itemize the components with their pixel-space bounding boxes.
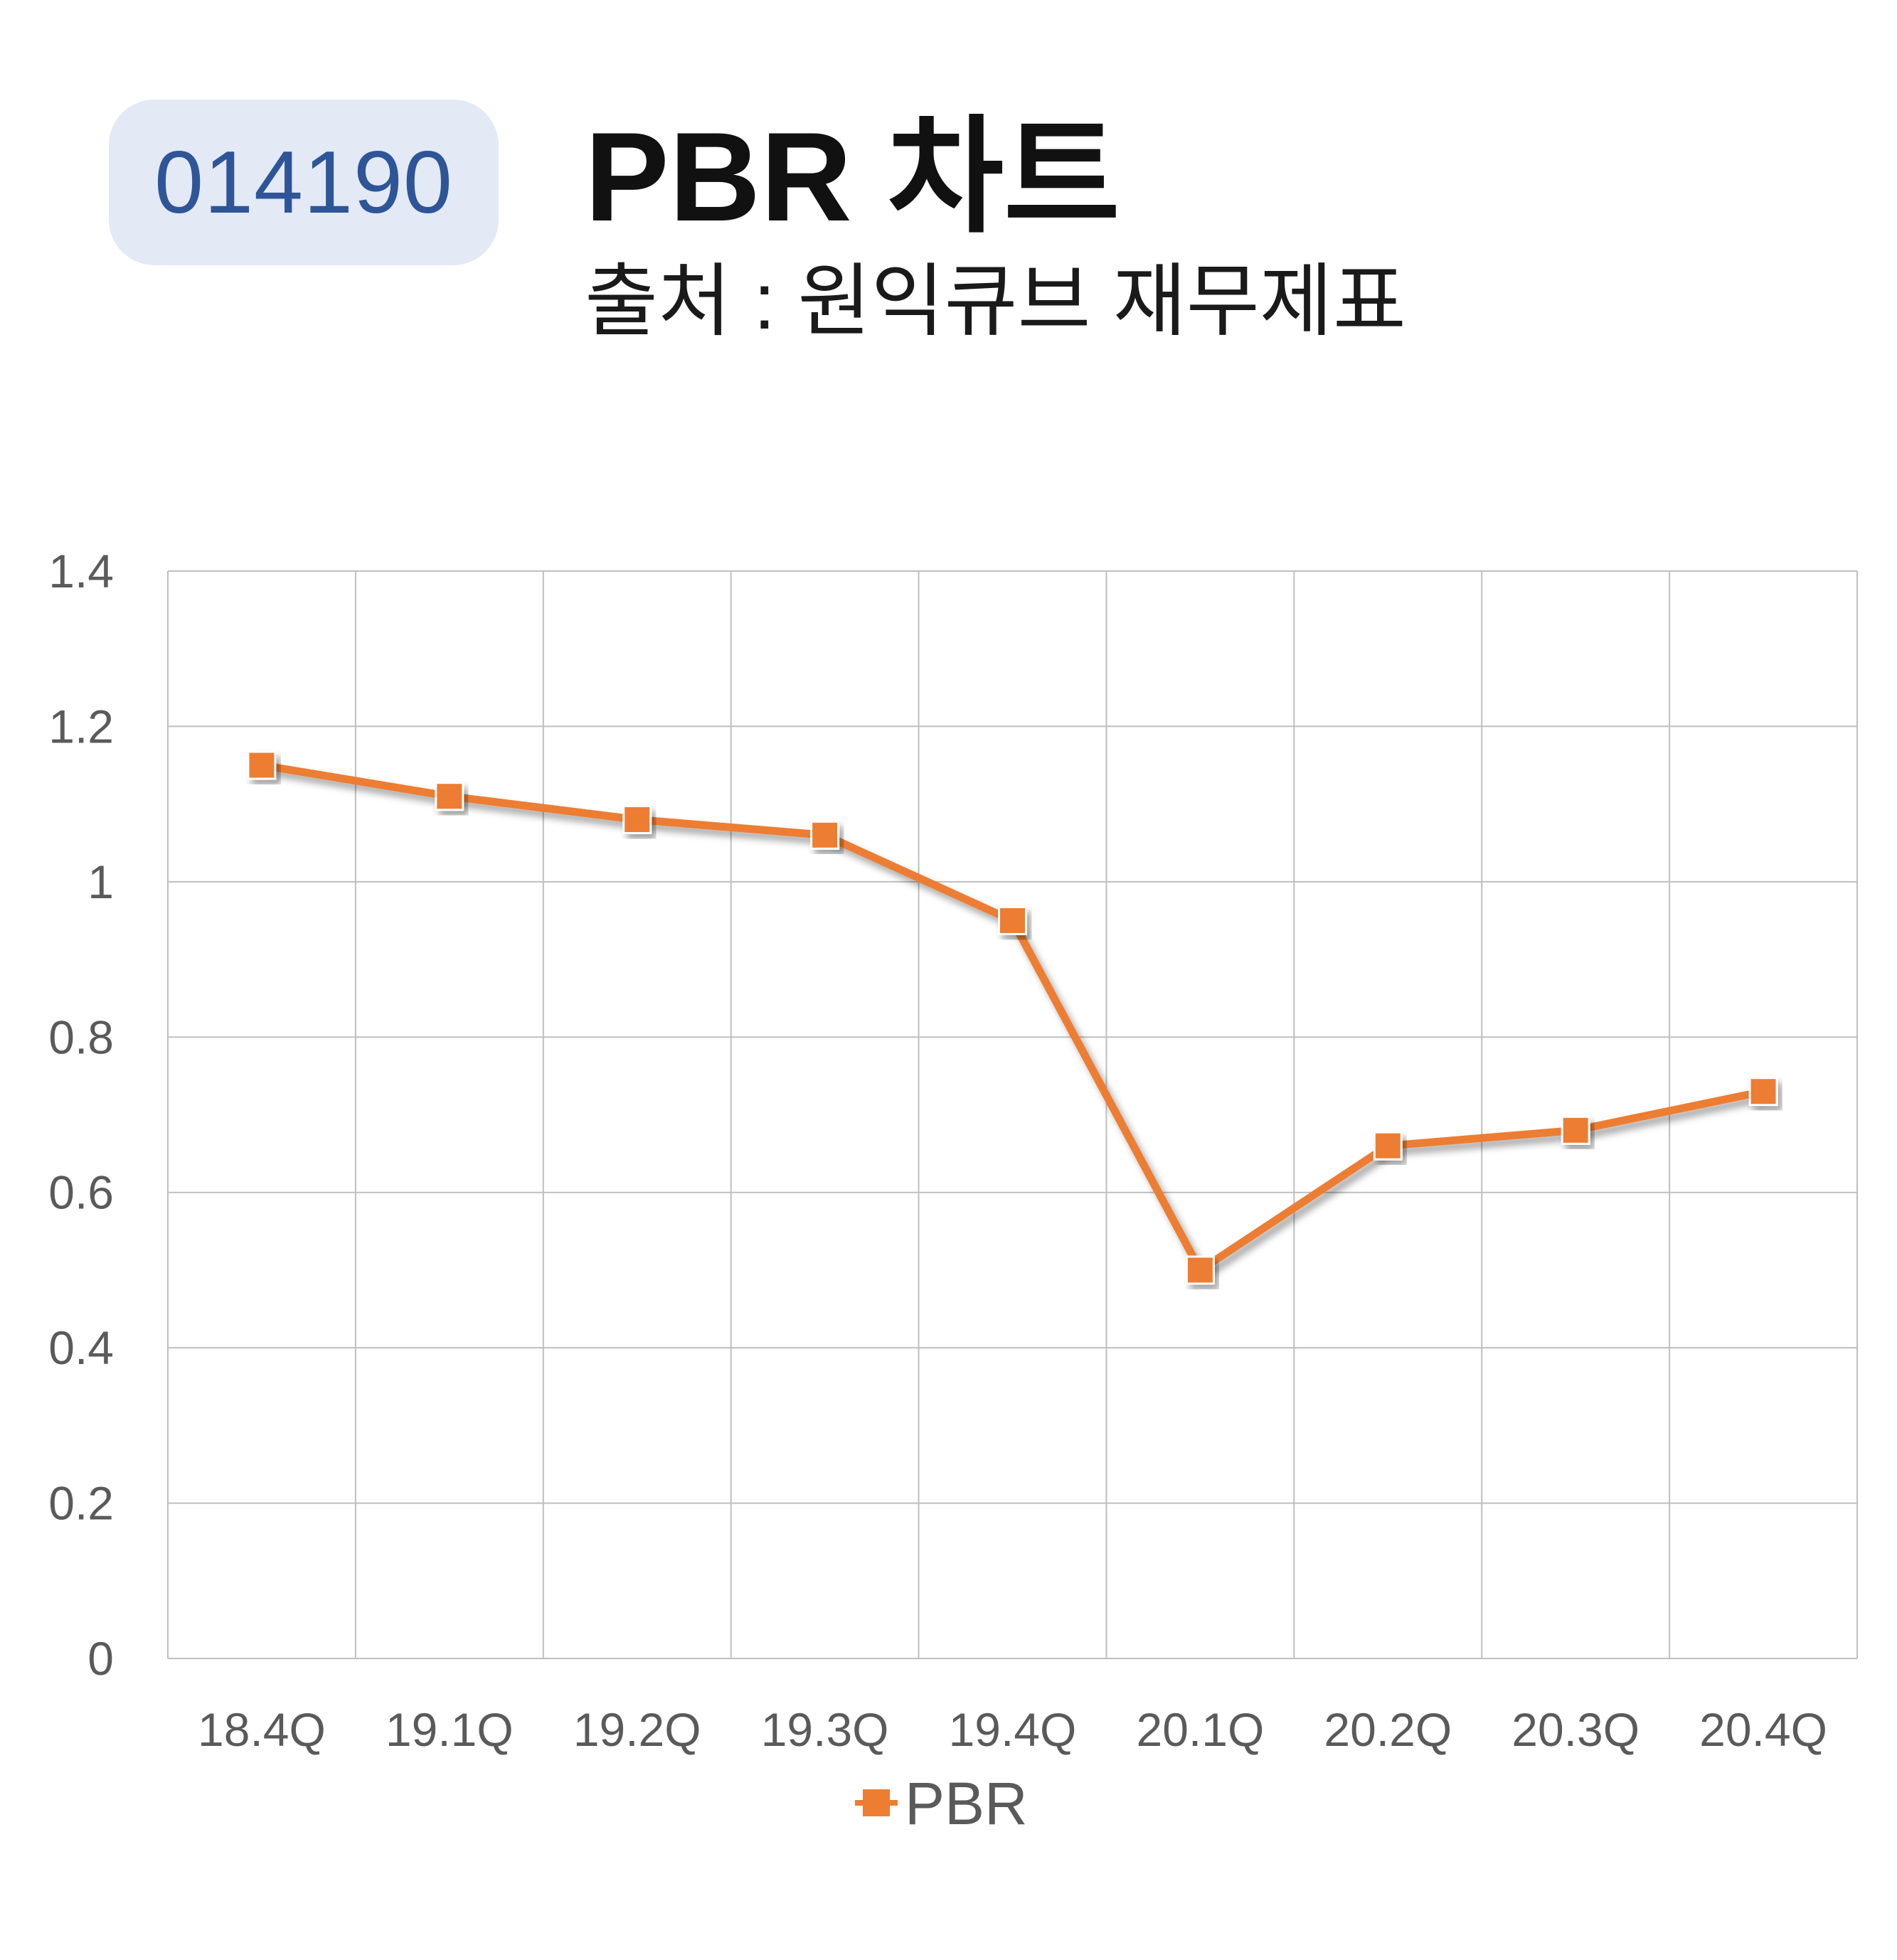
data-point-marker (1185, 1255, 1215, 1285)
x-tick-label: 18.4Q (198, 1703, 326, 1756)
series-pbr (247, 750, 1778, 1285)
x-tick-label: 19.3Q (761, 1703, 889, 1756)
data-point-marker (622, 804, 652, 834)
stock-code-badge: 014190 (109, 100, 499, 265)
data-point-marker (810, 820, 840, 850)
legend-marker (863, 1789, 890, 1816)
chart-subtitle: 출처 : 원익큐브 재무제표 (585, 257, 1406, 346)
y-tick-label: 0.4 (48, 1321, 114, 1374)
x-axis-ticks: 18.4Q 19.1Q 19.2Q 19.3Q 19.4Q 20.1Q 20.2Q 20.3Q… (198, 1703, 1827, 1756)
y-tick-label: 1.2 (48, 700, 114, 752)
series-line (257, 761, 1768, 1274)
x-tick-label: 20.1Q (1136, 1703, 1264, 1756)
y-tick-label: 0.8 (48, 1011, 114, 1063)
x-tick-label: 20.2Q (1324, 1703, 1452, 1756)
grid-lines (167, 570, 1858, 1659)
legend-label: PBR (905, 1770, 1028, 1837)
x-tick-label: 19.4Q (949, 1703, 1077, 1756)
x-tick-label: 20.3Q (1511, 1703, 1640, 1756)
data-point-marker (998, 905, 1027, 935)
data-point-marker (1748, 1077, 1778, 1107)
y-tick-label: 0.2 (48, 1477, 114, 1530)
y-tick-label: 0 (87, 1632, 114, 1685)
data-point-marker (1373, 1131, 1403, 1161)
data-point-marker (247, 750, 277, 780)
y-tick-label: 1.4 (48, 545, 114, 597)
y-tick-label: 0.6 (48, 1166, 114, 1219)
y-tick-label: 1 (87, 856, 114, 908)
x-tick-label: 20.4Q (1699, 1703, 1827, 1756)
data-point-marker (435, 782, 464, 811)
x-tick-label: 19.2Q (573, 1703, 701, 1756)
y-axis-ticks: 0 0.2 0.4 0.6 0.8 1 1.2 1.4 (48, 545, 114, 1685)
x-tick-label: 19.1Q (386, 1703, 514, 1756)
data-point-marker (1561, 1115, 1590, 1145)
chart-title: PBR 차트 (585, 106, 1120, 247)
legend: PBR (855, 1770, 1028, 1837)
